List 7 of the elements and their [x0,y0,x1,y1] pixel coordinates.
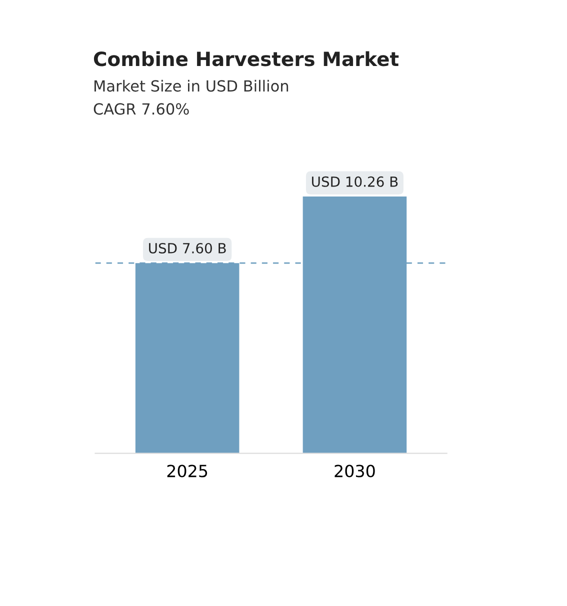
x-tick-label: 2030 [334,464,375,478]
chart-subtitle: Market Size in USD Billion [94,80,288,92]
data-label: USD 10.26 B [312,176,398,187]
chart-title: Combine Harvesters Market [94,51,399,66]
data-label: USD 7.60 B [149,242,226,254]
text: CAGR 7.60% [94,103,189,115]
x-tick-label: 2025 [167,464,208,478]
